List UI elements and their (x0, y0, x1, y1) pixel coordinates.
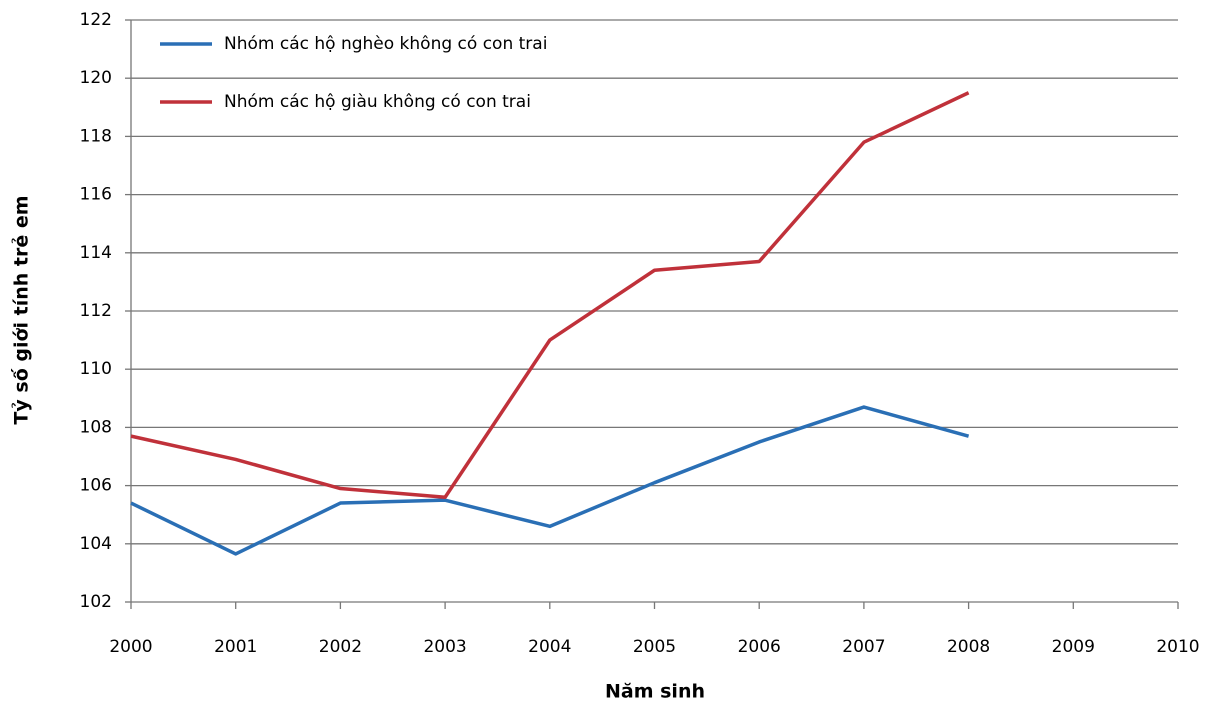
x-tick-label: 2004 (528, 637, 571, 657)
x-tick-label: 2001 (214, 637, 257, 657)
y-tick-label: 104 (80, 534, 112, 554)
x-axis-label: Năm sinh (605, 681, 705, 703)
y-tick-label: 116 (80, 185, 112, 205)
legend-label: Nhóm các hộ nghèo không có con trai (224, 34, 547, 54)
y-axis-label: Tỷ số giới tính trẻ em (10, 195, 33, 424)
y-tick-label: 118 (80, 126, 112, 146)
series-line (130, 91, 970, 499)
x-tick-label: 2009 (1052, 637, 1095, 657)
y-tick-label: 114 (80, 243, 112, 263)
x-tick-label: 2008 (947, 637, 990, 657)
y-tick-label: 108 (80, 417, 112, 437)
x-tick-label: 2010 (1156, 637, 1199, 657)
y-tick-label: 106 (80, 476, 112, 496)
legend-label: Nhóm các hộ giàu không có con trai (224, 92, 531, 112)
x-tick-label: 2000 (109, 637, 152, 657)
y-tick-label: 110 (80, 359, 112, 379)
series-line (130, 405, 970, 556)
x-tick-label: 2002 (319, 637, 362, 657)
y-tick-label: 120 (80, 68, 112, 88)
x-tick-label: 2007 (842, 637, 885, 657)
x-tick-label: 2005 (633, 637, 676, 657)
x-tick-label: 2006 (738, 637, 781, 657)
y-tick-label: 102 (80, 592, 112, 612)
y-tick-label: 122 (80, 10, 112, 30)
y-tick-label: 112 (80, 301, 112, 321)
x-tick-label: 2003 (423, 637, 466, 657)
